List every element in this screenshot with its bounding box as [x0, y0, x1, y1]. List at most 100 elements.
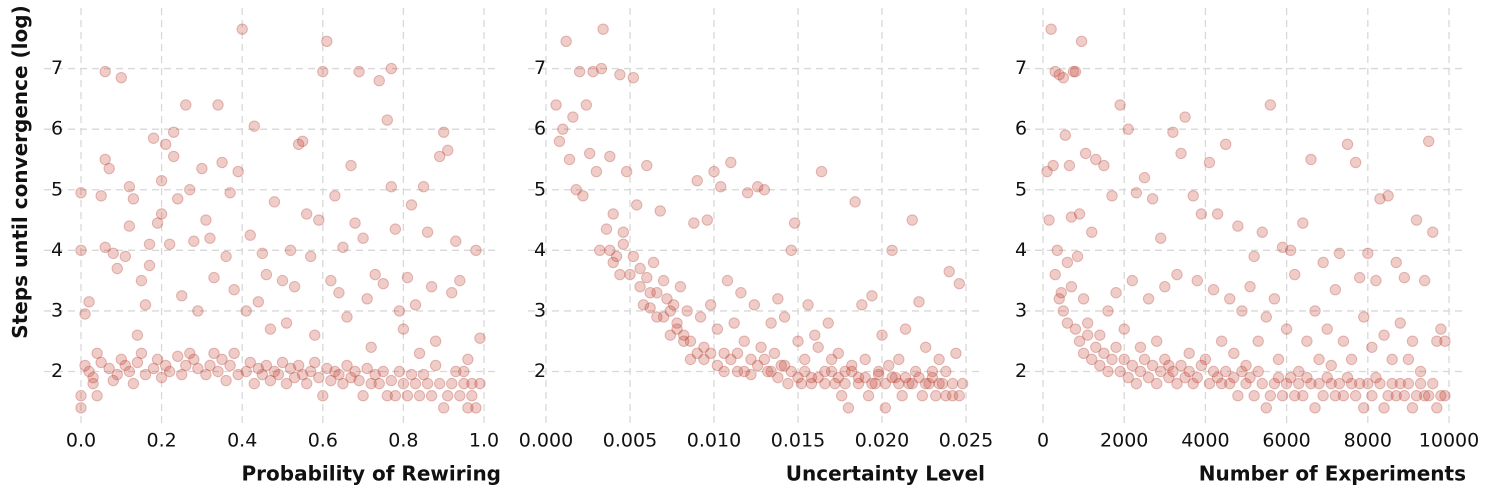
data-point — [208, 271, 220, 284]
data-point — [75, 402, 87, 414]
data-point — [1293, 377, 1305, 390]
data-point — [745, 353, 757, 366]
data-point — [926, 365, 939, 378]
data-point — [1252, 335, 1264, 347]
data-point — [1321, 323, 1333, 335]
data-point — [1248, 250, 1260, 263]
data-point — [79, 308, 91, 320]
data-point — [256, 368, 269, 381]
data-point — [573, 65, 586, 78]
data-point — [1130, 377, 1143, 390]
data-point — [252, 362, 265, 375]
data-point — [795, 377, 808, 390]
data-point — [111, 368, 123, 381]
data-point — [1069, 65, 1082, 78]
data-point — [1402, 377, 1415, 390]
data-point — [1114, 99, 1126, 111]
data-point — [115, 353, 128, 366]
data-point — [1150, 377, 1163, 390]
data-point — [694, 311, 707, 323]
data-point — [1423, 135, 1435, 147]
data-point — [313, 371, 325, 384]
data-point — [284, 362, 297, 375]
data-point — [704, 347, 717, 360]
data-point — [550, 99, 562, 111]
data-point — [349, 365, 361, 378]
data-point — [292, 359, 305, 372]
data-point — [1317, 390, 1329, 402]
data-point — [1236, 305, 1248, 317]
data-point — [361, 293, 373, 305]
data-point — [284, 244, 297, 257]
data-point — [953, 390, 965, 402]
data-point — [1090, 341, 1102, 353]
data-point — [879, 377, 892, 390]
data-point — [1094, 359, 1106, 372]
data-point — [899, 371, 912, 384]
data-point — [1150, 335, 1163, 347]
data-point — [913, 296, 925, 308]
data-point — [433, 150, 446, 163]
data-point — [95, 356, 107, 369]
data-point — [1272, 371, 1285, 384]
data-point — [751, 181, 764, 193]
data-point — [143, 238, 156, 250]
data-point — [204, 232, 216, 244]
data-point — [772, 371, 784, 384]
data-point — [167, 150, 180, 163]
data-point — [99, 241, 111, 254]
data-point — [835, 390, 848, 402]
data-point — [248, 120, 260, 132]
data-point — [792, 335, 804, 347]
y-axis-label: Steps until convergence (log) — [8, 5, 32, 338]
data-point — [184, 184, 196, 196]
data-point — [381, 390, 393, 402]
data-point — [661, 293, 673, 305]
data-point — [933, 353, 945, 366]
data-point — [1045, 23, 1057, 35]
x-axis-label: Uncertainty Level — [786, 462, 985, 486]
x-tick-label: 0.8 — [388, 430, 418, 452]
data-point — [1122, 371, 1134, 384]
data-point — [1102, 365, 1114, 378]
data-point — [600, 223, 613, 235]
data-point — [75, 187, 87, 199]
data-point — [1329, 390, 1342, 402]
data-point — [1094, 329, 1106, 341]
data-point — [1215, 335, 1228, 347]
data-point — [1374, 193, 1386, 205]
data-point — [1065, 211, 1078, 223]
data-point — [1069, 323, 1082, 335]
data-point — [913, 371, 925, 384]
data-point — [377, 365, 389, 378]
x-tick-label: 0.010 — [687, 430, 741, 452]
data-point — [748, 299, 761, 311]
data-point — [1284, 244, 1297, 257]
data-point — [296, 368, 309, 381]
data-point — [264, 323, 277, 335]
data-point — [1118, 323, 1130, 335]
data-point — [856, 299, 868, 311]
data-point — [1049, 65, 1061, 78]
data-point — [1059, 129, 1072, 141]
data-point — [151, 217, 164, 229]
data-point — [1321, 371, 1333, 384]
y-tick-label: 4 — [534, 239, 546, 261]
scatter-panel-1: 0.0 0.2 0.4 0.6 0.8 1.0 2 3 4 5 6 7 Probability of R… — [44, 8, 501, 486]
data-point — [765, 317, 777, 329]
data-point — [664, 329, 677, 341]
data-point — [1114, 365, 1126, 378]
data-point — [429, 359, 442, 372]
x-tick-label: 0.6 — [308, 430, 338, 452]
data-point — [1240, 377, 1252, 390]
data-point — [765, 365, 777, 378]
data-point — [91, 390, 103, 402]
data-point — [425, 390, 438, 402]
data-point — [1370, 371, 1382, 384]
data-point — [397, 323, 410, 335]
data-point — [778, 359, 791, 372]
data-point — [755, 341, 767, 353]
data-point — [1086, 353, 1098, 366]
data-point — [1280, 323, 1293, 335]
data-point — [926, 371, 939, 384]
